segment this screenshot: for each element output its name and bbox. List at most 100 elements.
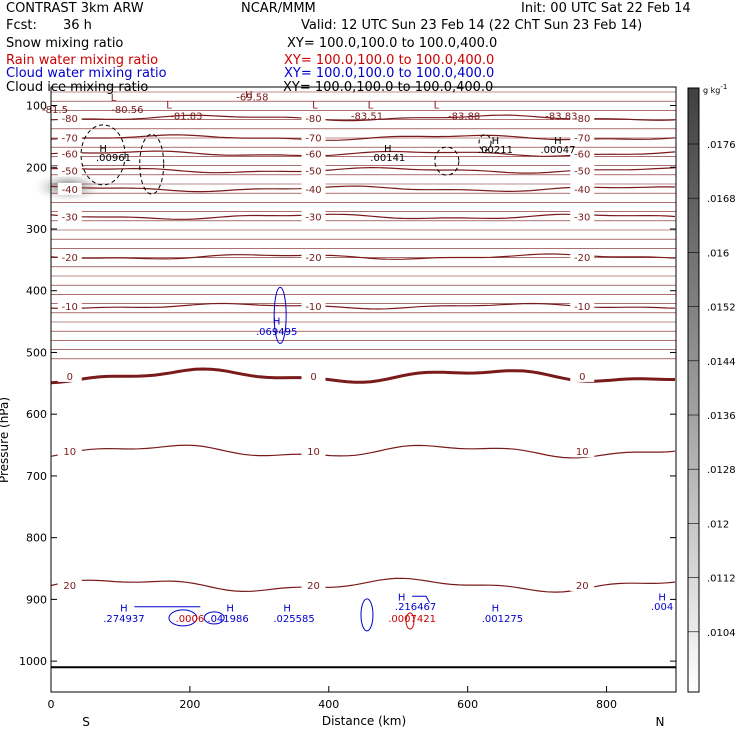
isotherm-label-bg: [57, 164, 82, 177]
isotherm-label: -80: [62, 114, 78, 125]
cloud-water-contour: [203, 611, 225, 625]
y-axis-label: Pressure (hPa): [0, 397, 11, 483]
legend-snow-xy: XY= 100.0,100.0 to 100.0,400.0: [287, 36, 498, 51]
legend-rain-xy: XY= 100.0,100.0 to 100.0,400.0: [284, 53, 495, 68]
valid-time: Valid: 12 UTC Sun 23 Feb 14 (22 ChT Sun …: [301, 18, 643, 33]
legend-cloud-water-xy: XY= 100.0,100.0 to 100.0,400.0: [284, 66, 495, 81]
isotherm-label-bg: [301, 111, 326, 124]
field-label: L: [111, 93, 117, 104]
field-label: H: [120, 604, 128, 615]
isotherm-label: 20: [63, 581, 76, 592]
isotherm-label-bg: [570, 147, 595, 160]
org-label: NCAR/MMM: [241, 1, 316, 16]
isotherm-label-bg: [570, 111, 595, 124]
isotherm-label: 20: [307, 581, 320, 592]
isotherm-label: -80: [305, 114, 321, 125]
isotherm-label-bg: [301, 579, 326, 592]
plot-frame: [50, 86, 677, 693]
isotherm-label: -30: [305, 213, 321, 224]
isotherm-label: -10: [62, 302, 78, 313]
cloud-water-contour: [168, 609, 198, 627]
isotherm-label-bg: [570, 164, 595, 177]
isotherm-label: -50: [574, 166, 590, 177]
ice-contour: [139, 133, 165, 195]
isotherm-label: 0: [579, 372, 585, 383]
isotherm-label: -50: [62, 166, 78, 177]
isotherm-label: -40: [62, 185, 78, 196]
isotherm-label: -70: [305, 134, 321, 145]
ice-contour: [80, 124, 126, 186]
cloud-water-contour: [273, 286, 287, 344]
field-label: -69.58: [236, 93, 268, 104]
isotherm-label: -60: [574, 150, 590, 161]
field-label: -81.83: [170, 112, 202, 123]
cloud-water-contour: [360, 598, 374, 632]
isotherm-label: -60: [305, 150, 321, 161]
colorbar-tick-label: .0152: [707, 303, 736, 314]
isotherm-label: 20: [576, 581, 589, 592]
isotherm-label-bg: [301, 250, 326, 263]
y-tick-label: 700: [26, 470, 47, 483]
field-label: L: [434, 101, 440, 112]
isotherm-label-bg: [57, 210, 82, 223]
forecast-hour: 36 h: [63, 18, 92, 33]
field-label: L: [368, 101, 374, 112]
isotherm-label-bg: [570, 131, 595, 144]
field-label: H: [492, 136, 500, 147]
y-tick-label: 400: [26, 285, 47, 298]
x-tick-label: 0: [48, 698, 55, 711]
field-label: H: [658, 593, 666, 604]
y-tick-label: 500: [26, 346, 47, 359]
legend-snow: Snow mixing ratio: [6, 36, 124, 51]
isotherm-label: 10: [576, 447, 589, 458]
isotherm-label: 10: [307, 447, 320, 458]
isotherm-label-bg: [57, 250, 82, 263]
field-label: .041986: [207, 614, 248, 625]
isotherm-label: 10: [63, 447, 76, 458]
field-label: -80.56: [111, 105, 143, 116]
isotherm-label-bg: [301, 131, 326, 144]
isotherm-label-bg: [301, 210, 326, 223]
colorbar-tick-label: .0104: [707, 628, 736, 639]
isotherm-label: -30: [62, 213, 78, 224]
x-endpoint-south: S: [82, 715, 90, 729]
colorbar-tick-label: .012: [707, 519, 729, 530]
colorbar-tick-label: .0112: [707, 574, 736, 585]
x-axis-label: Distance (km): [322, 714, 406, 728]
isotherm-label: -40: [574, 185, 590, 196]
x-tick-label: 800: [596, 698, 617, 711]
colorbar-tick-label: .0128: [707, 465, 736, 476]
isotherm-label-bg: [57, 182, 82, 195]
isotherm-label-bg: [301, 300, 326, 313]
field-label: .069495: [256, 327, 297, 338]
colorbar-tick-label: .0144: [707, 357, 736, 368]
isotherm-line: [50, 444, 676, 459]
y-tick-label: 200: [26, 161, 47, 174]
y-tick-label: 800: [26, 532, 47, 545]
field-label: .00961: [96, 153, 131, 164]
colorbar-tick-label: .0168: [707, 194, 736, 205]
isotherm-label-bg: [57, 131, 82, 144]
isotherm-label: -10: [305, 302, 321, 313]
field-label: H: [283, 604, 291, 615]
isotherm-label-bg: [57, 147, 82, 160]
isotherm-label-bg: [570, 369, 595, 382]
forecast-label: Fcst:: [6, 18, 37, 33]
isotherm-label: -20: [62, 253, 78, 264]
isotherm-label-bg: [57, 445, 82, 458]
field-label: H: [245, 90, 253, 101]
model-title: CONTRAST 3km ARW: [6, 1, 144, 16]
colorbar: [687, 87, 700, 693]
legend-rain: Rain water mixing ratio: [6, 53, 159, 68]
field-label: H: [99, 144, 107, 155]
field-label: .025585: [273, 614, 314, 625]
field-label: L: [312, 101, 318, 112]
field-label: -83.51: [351, 112, 383, 123]
isotherm-label-bg: [301, 164, 326, 177]
colorbar-tick-label: .016: [707, 248, 729, 259]
field-label: -81.5: [42, 105, 68, 116]
isotherm-label-bg: [301, 182, 326, 195]
x-endpoint-north: N: [656, 715, 665, 729]
field-label: .216467: [395, 602, 436, 613]
rain-water-contour: [405, 612, 415, 630]
